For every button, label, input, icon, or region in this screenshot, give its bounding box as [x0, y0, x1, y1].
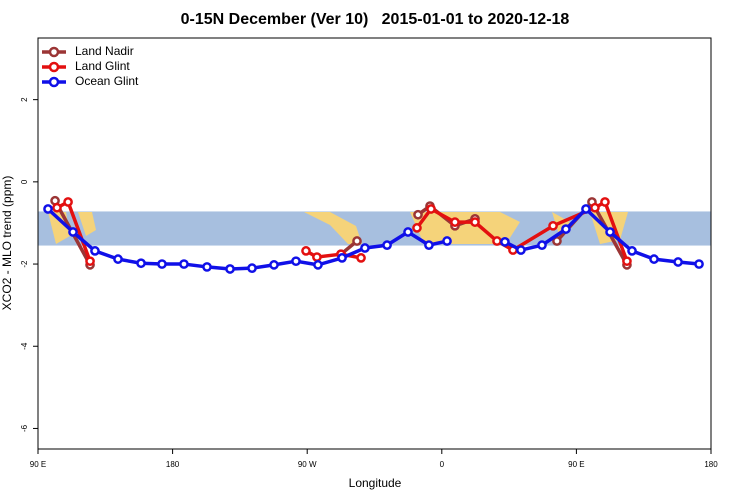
point [694, 259, 704, 269]
y-tick-label: -4 [20, 342, 29, 350]
legend-marker [48, 46, 60, 58]
x-tick-label: 90 E [30, 460, 46, 469]
point [450, 217, 460, 227]
point [291, 256, 301, 267]
point [605, 227, 615, 237]
point [403, 227, 413, 237]
point [627, 246, 637, 256]
point [157, 259, 167, 269]
point [312, 252, 322, 262]
point [412, 223, 422, 233]
x-tick-label: 0 [440, 460, 445, 469]
x-tick-label: 180 [166, 460, 180, 469]
point [269, 260, 279, 270]
point [537, 240, 547, 250]
point [649, 254, 659, 264]
point [548, 220, 558, 231]
point [622, 256, 632, 267]
y-tick-label: 2 [20, 97, 29, 102]
point [352, 236, 362, 246]
point [52, 202, 62, 213]
x-tick-label: 90 W [298, 460, 317, 469]
point [202, 262, 212, 272]
y-axis-label: XCO2 - MLO trend (ppm) [0, 176, 14, 311]
legend-label: Land Nadir [75, 44, 134, 58]
point [581, 204, 591, 214]
point [382, 240, 392, 250]
chart-title: 0-15N December (Ver 10) 2015-01-01 to 20… [181, 11, 570, 28]
point [600, 197, 610, 207]
point [43, 204, 53, 214]
point [85, 256, 95, 267]
point [590, 202, 600, 213]
point [413, 209, 423, 220]
point [90, 246, 100, 256]
point [470, 217, 480, 227]
point [516, 245, 526, 255]
y-tick-label: -2 [20, 260, 29, 268]
point [442, 236, 452, 246]
point [424, 240, 434, 250]
point [426, 204, 436, 214]
point [673, 257, 683, 267]
point [136, 258, 146, 269]
y-tick-label: 0 [20, 179, 29, 184]
point [301, 246, 311, 256]
y-tick-label: -6 [20, 424, 29, 432]
x-axis-label: Longitude [349, 476, 402, 490]
point [179, 259, 189, 269]
legend-marker [48, 76, 60, 88]
legend-marker [48, 61, 60, 73]
point [68, 227, 78, 237]
point [247, 263, 257, 274]
point [500, 237, 510, 247]
x-tick-label: 180 [704, 460, 718, 469]
point [552, 236, 562, 246]
x-tick-label: 90 E [568, 460, 584, 469]
point [561, 224, 571, 234]
legend-label: Ocean Glint [75, 74, 139, 88]
point [313, 260, 323, 270]
point [113, 254, 123, 264]
point [63, 197, 73, 207]
point [360, 243, 370, 253]
plot-frame [37, 37, 712, 450]
point [492, 236, 502, 246]
point [356, 253, 366, 263]
point [225, 264, 235, 274]
legend-label: Land Glint [75, 59, 130, 73]
point [337, 253, 347, 263]
